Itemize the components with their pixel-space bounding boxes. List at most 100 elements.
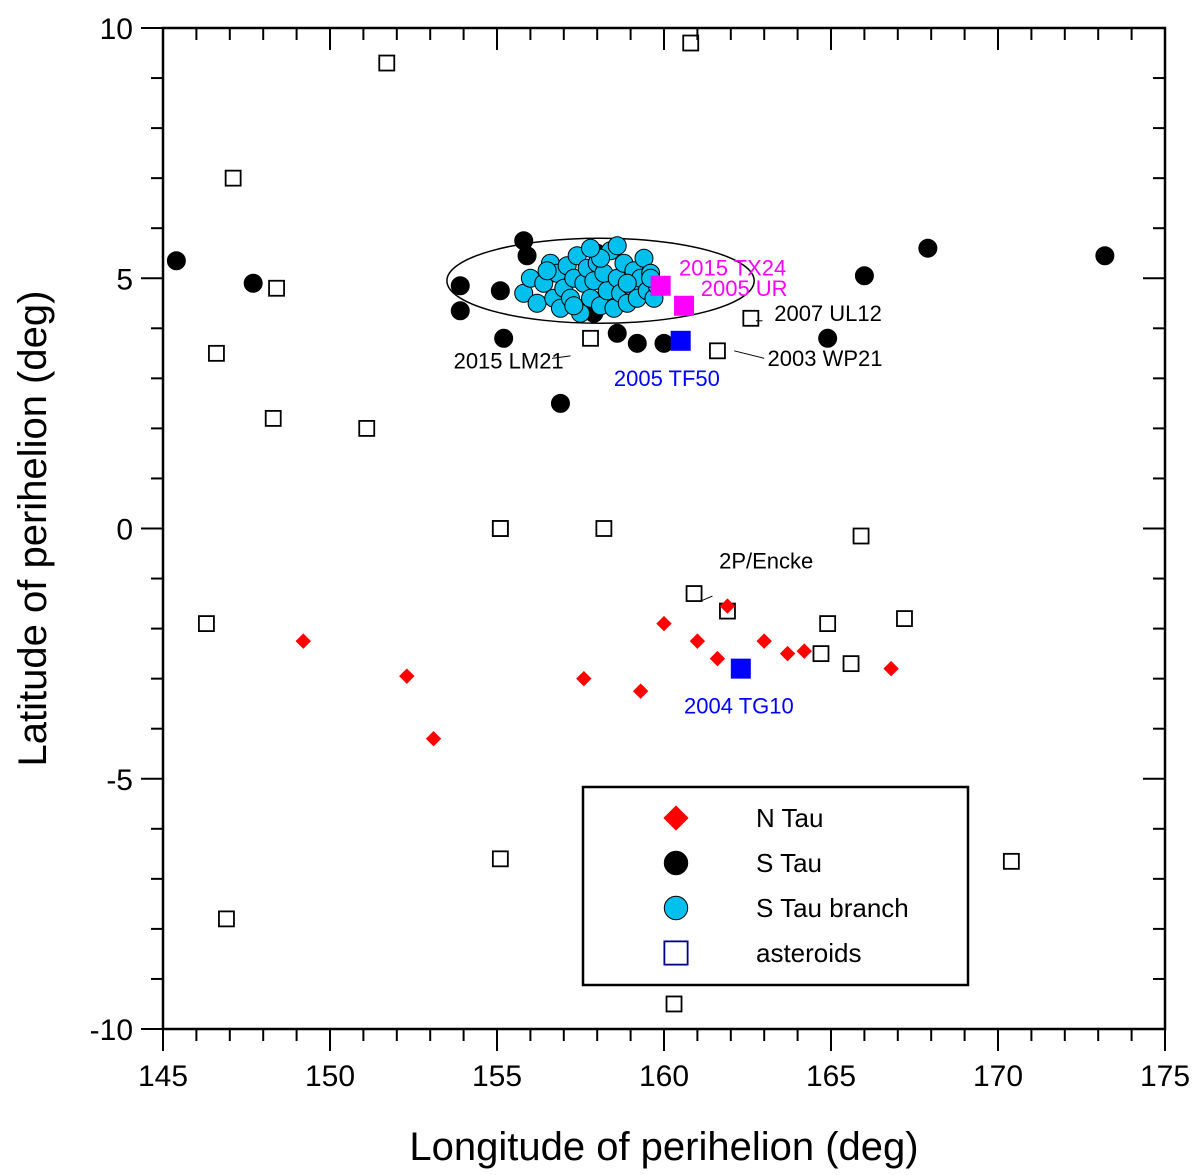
asteroids-point: [1002, 852, 1020, 870]
s-tau-branch-point: [607, 236, 627, 256]
n-tau-point: [709, 650, 726, 667]
x-tick-label: 175: [1140, 1060, 1190, 1093]
x-tick-label: 150: [305, 1060, 355, 1093]
y-tick-label: 0: [116, 514, 133, 547]
y-tick-label: 10: [100, 13, 133, 46]
x-tick-label: 160: [639, 1060, 689, 1093]
y-tick-label: 5: [116, 263, 133, 296]
x-tick-label: 145: [138, 1060, 188, 1093]
n-tau-point: [399, 668, 415, 684]
legend-label: asteroids: [756, 938, 862, 968]
asteroids-point: [819, 615, 837, 632]
axis-ticks: [141, 27, 1166, 1051]
asteroids-point: [208, 344, 225, 362]
n-tau-point: [425, 731, 442, 747]
s-tau-point: [550, 393, 570, 413]
s-tau-branch-point: [581, 238, 601, 258]
legend-marker: [663, 895, 689, 921]
asteroids-point: [742, 309, 760, 327]
y-tick-label: -5: [106, 764, 133, 797]
annotation-leader-line: [552, 355, 571, 359]
n-tau-point: [883, 660, 899, 677]
asteroids-point: [378, 54, 396, 72]
cluster-ellipse: [446, 237, 755, 325]
x-axis-title: Longitude of perihelion (deg): [409, 1125, 918, 1169]
annotation-label: 2015 LM21: [454, 348, 564, 373]
s-tau-point: [450, 301, 470, 321]
x-tick-label: 155: [472, 1060, 522, 1093]
annotation-label: 2003 WP21: [768, 346, 883, 371]
asteroids-point: [268, 279, 285, 297]
legend-marker: [663, 850, 689, 876]
s-tau-point: [494, 328, 514, 348]
legend: N Tau S Tau S Tau branch asteroids: [581, 785, 970, 987]
annotation-leader-line: [700, 595, 713, 602]
s-tau-point: [607, 323, 627, 343]
s-tau-branch-point: [537, 261, 557, 281]
n-tau-point: [632, 683, 649, 699]
asteroids-point: [852, 527, 870, 545]
y-axis-title: Latitude of perihelion (deg): [11, 291, 55, 767]
annotation-label: 2P/Encke: [719, 549, 813, 574]
asteroids-point: [682, 34, 700, 52]
asteroids-point: [491, 850, 509, 868]
asteroids-point: [709, 342, 726, 360]
plot-marks: [166, 34, 1115, 1013]
legend-label: S Tau branch: [756, 893, 909, 923]
asteroids-point: [198, 615, 215, 632]
annotation-label: 2004 TG10: [684, 694, 794, 719]
n-tau-point: [295, 633, 311, 649]
s-tau-point: [490, 281, 510, 301]
s-tau-branch-point: [617, 273, 637, 293]
legend-label: N Tau: [756, 803, 823, 833]
annotation-label: 2005 TF50: [614, 366, 720, 391]
x-tick-label: 170: [973, 1060, 1023, 1093]
asteroids-point: [595, 520, 613, 537]
n-tau-point: [779, 645, 796, 662]
s-tau-point: [627, 333, 647, 353]
s-tau-point: [654, 333, 674, 353]
s-tau-point: [818, 328, 838, 348]
y-tick-label: -10: [90, 1014, 133, 1047]
square-filled-point: [674, 295, 695, 316]
x-tick-label: 165: [806, 1060, 856, 1093]
asteroids-point: [812, 645, 830, 663]
n-tau-point: [756, 633, 772, 649]
asteroids-point: [896, 610, 913, 627]
legend-box: [581, 785, 970, 987]
s-tau-point: [1095, 246, 1115, 266]
n-tau-point: [719, 598, 736, 614]
asteroids-point: [665, 995, 683, 1013]
square-filled-point: [650, 275, 671, 296]
asteroids-point: [358, 419, 376, 437]
s-tau-point: [243, 273, 263, 293]
legend-marker: [663, 805, 689, 831]
n-tau-point: [689, 633, 706, 649]
asteroids-point: [218, 910, 235, 928]
asteroids-point: [224, 169, 242, 187]
n-tau-point: [576, 670, 592, 687]
annotation-label: 2007 UL12: [774, 301, 882, 326]
s-tau-point: [517, 246, 537, 266]
s-tau-point: [450, 276, 470, 296]
asteroids-point: [842, 655, 860, 673]
annotation-leader-line: [734, 350, 765, 359]
annotation-label: 2005 UR: [701, 276, 788, 301]
s-tau-point: [854, 266, 874, 286]
annotation-label: 2015 TX24: [679, 256, 786, 281]
legend-label: S Tau: [756, 848, 822, 878]
s-tau-branch-point: [564, 296, 584, 316]
s-tau-point: [918, 238, 938, 258]
asteroids-point: [685, 585, 703, 602]
s-tau-point: [166, 251, 186, 271]
asteroids-point: [491, 520, 509, 537]
axis-tick-labels: 145 150 155 160 165 170 175 -10 -5 0 5 10: [90, 13, 1190, 1093]
square-filled-point: [730, 658, 751, 679]
square-filled-point: [670, 330, 691, 351]
n-tau-point: [796, 643, 812, 659]
s-tau-branch-point: [527, 293, 547, 313]
legend-marker: [663, 940, 689, 966]
asteroids-point: [264, 409, 282, 427]
